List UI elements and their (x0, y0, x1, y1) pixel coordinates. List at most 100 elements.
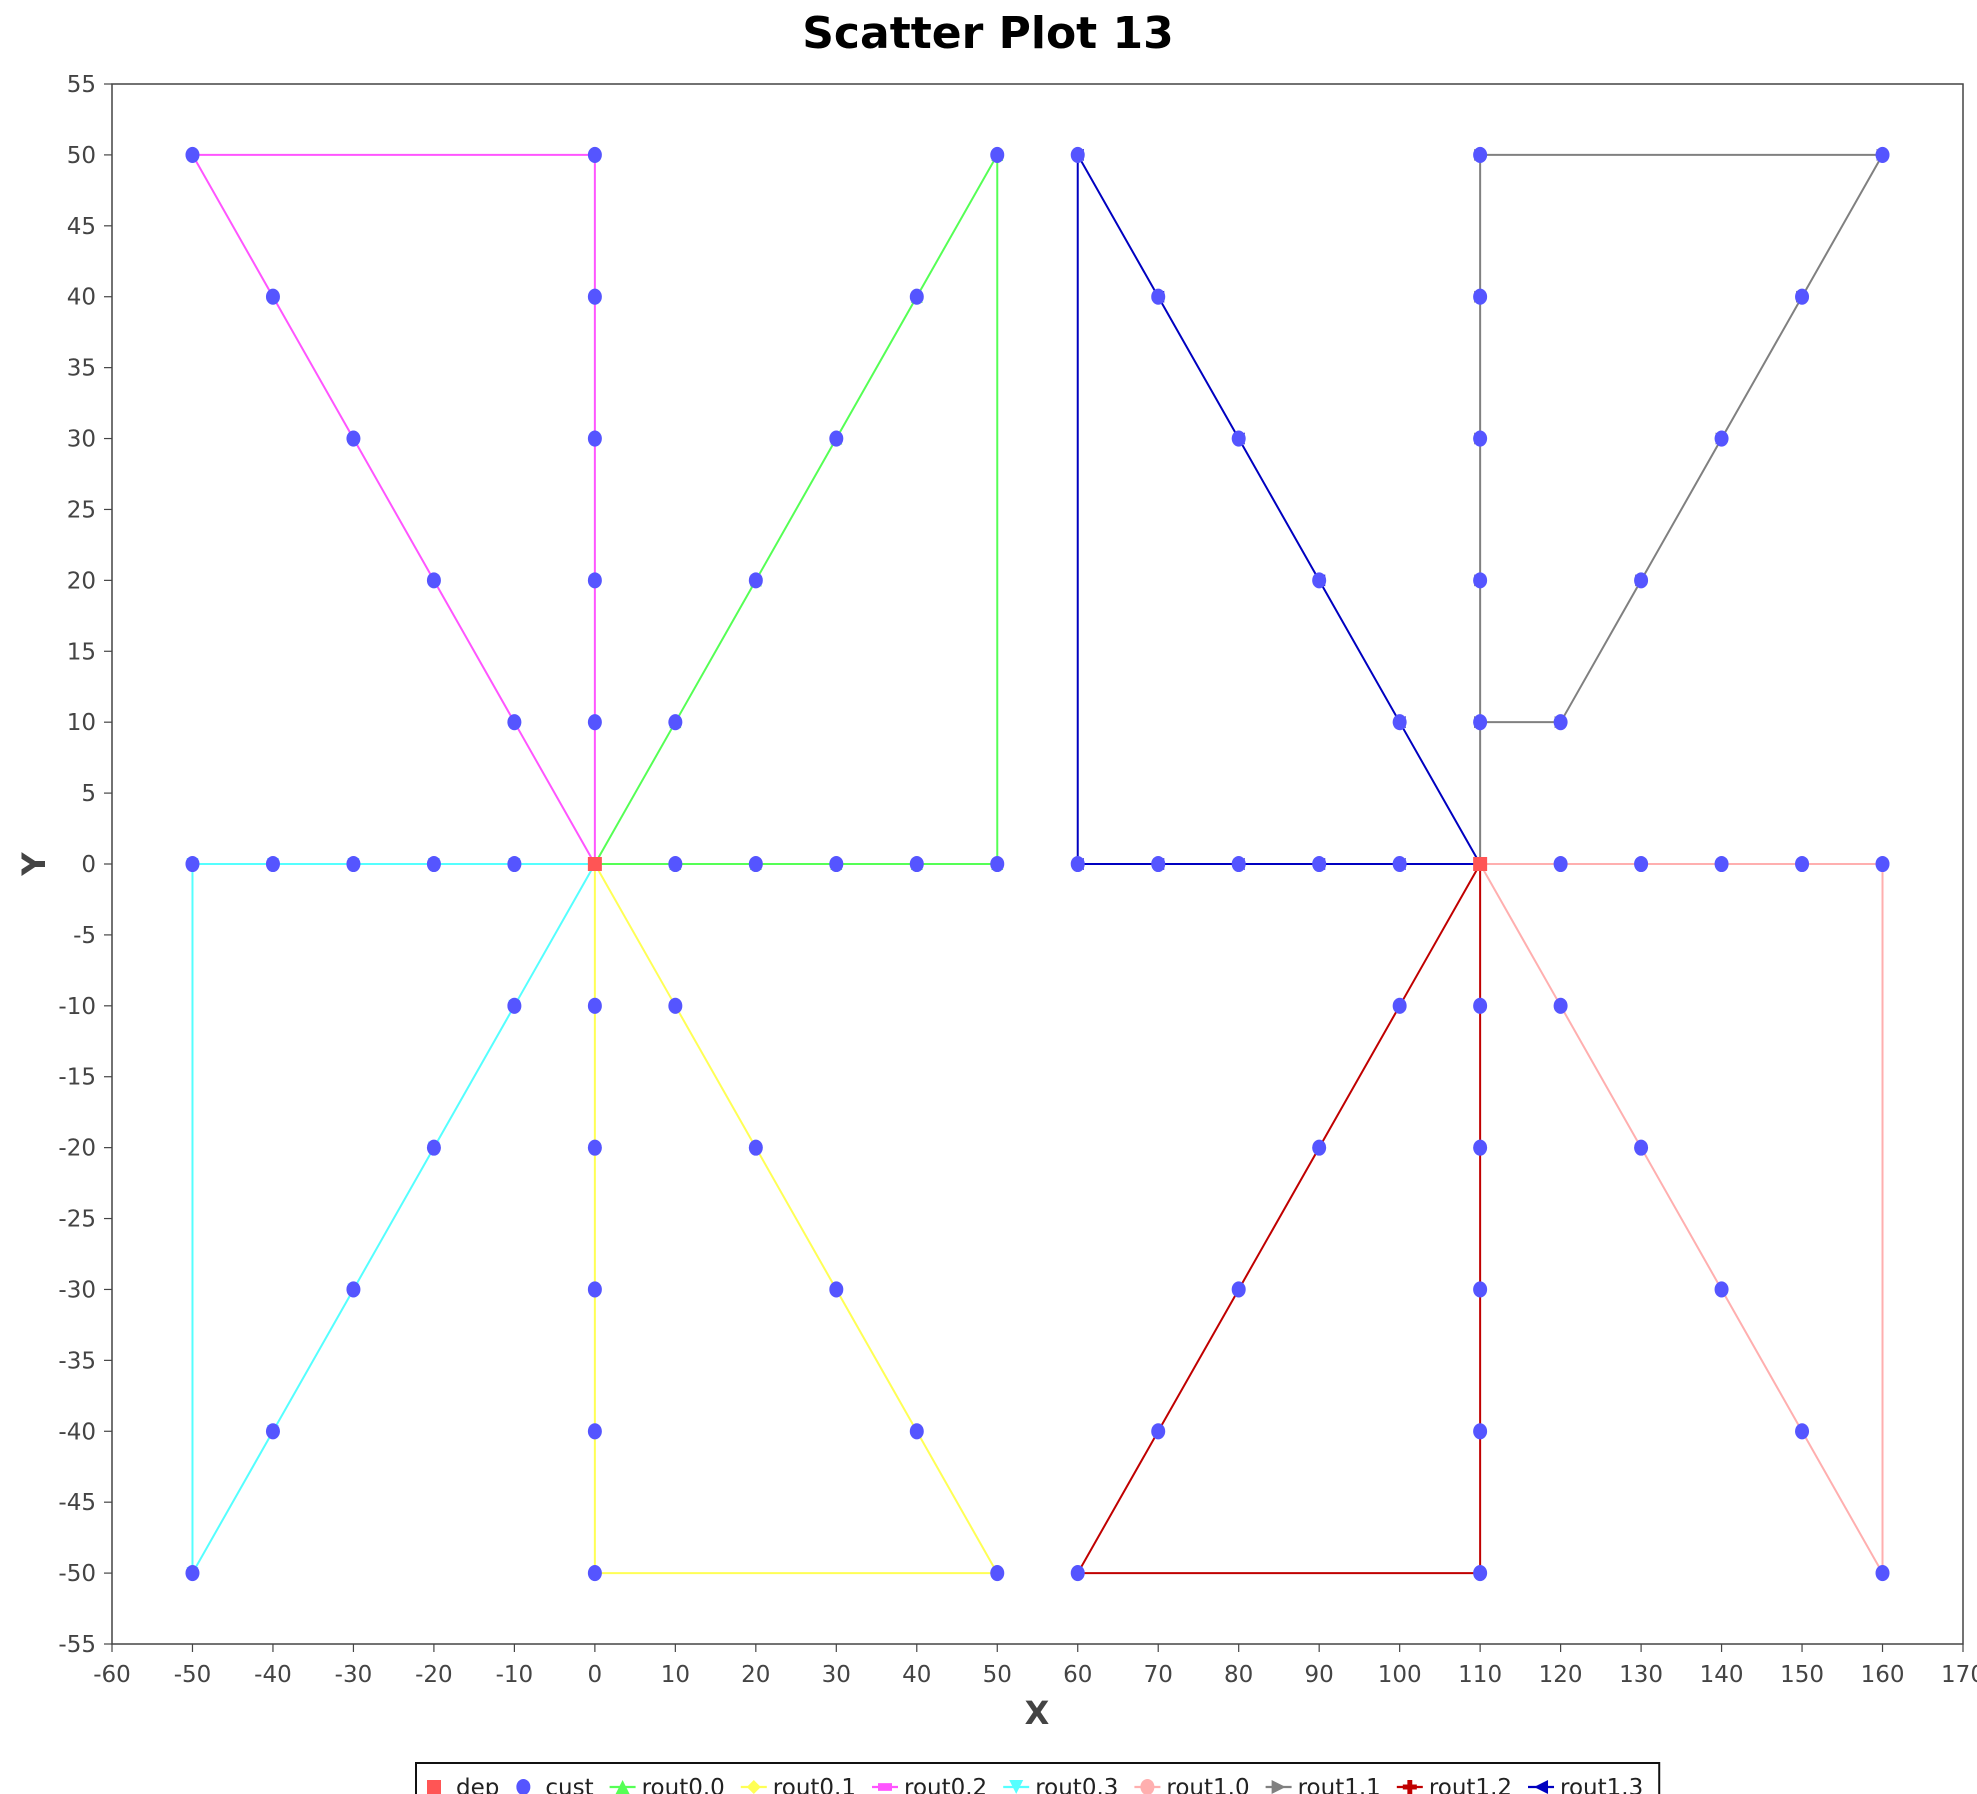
x-tick-label: 150 (1780, 1662, 1824, 1688)
y-tick-label: -25 (58, 1207, 96, 1233)
x-tick-label: 10 (661, 1662, 690, 1688)
legend-items: dep cust rout0.0 rout0.1 rout0.2 rout0.3 rout1… (427, 1775, 1643, 1794)
customer-point (265, 288, 280, 305)
legend-label: rout0.1 (773, 1775, 856, 1794)
customer-point (1151, 1423, 1166, 1440)
customer-point (990, 1565, 1005, 1582)
customer-point (1070, 1565, 1085, 1582)
customer-point (507, 997, 522, 1014)
customer-point (1231, 1281, 1246, 1298)
customer-point (1634, 855, 1649, 873)
y-tick-label: -10 (58, 994, 96, 1020)
customer-point (909, 855, 924, 873)
customer-point (1473, 997, 1488, 1014)
customer-point (587, 1281, 602, 1298)
customer-point (1473, 1139, 1488, 1156)
route-line-rout0-3 (191, 863, 596, 1577)
x-axis-title: X (1025, 1694, 1050, 1732)
legend-label: rout0.3 (1035, 1775, 1118, 1794)
customer-point (507, 714, 522, 731)
x-tick-label: 40 (902, 1662, 931, 1688)
customer-point (587, 430, 602, 447)
y-tick-label: -55 (58, 1632, 96, 1658)
customer-point (1473, 714, 1488, 731)
route-line-rout1-2 (1076, 863, 1482, 1575)
customer-point (426, 855, 441, 873)
x-tick-label: -50 (174, 1662, 212, 1688)
customer-point (1553, 714, 1568, 731)
x-tick-label: -40 (254, 1662, 292, 1688)
route-line-rout0-1 (593, 863, 999, 1575)
legend-swatch (1271, 1780, 1286, 1794)
legend-swatch (746, 1780, 761, 1794)
customer-point (346, 430, 361, 447)
y-tick-label: 20 (67, 568, 96, 594)
route-line-rout0-2 (190, 153, 596, 865)
legend-swatch (615, 1780, 630, 1794)
x-tick-label: 170 (1941, 1662, 1977, 1688)
customer-point (1312, 855, 1327, 873)
series-cust (185, 146, 1890, 1582)
customer-point (1473, 1565, 1488, 1582)
legend-swatch (1140, 1778, 1155, 1794)
x-tick-label: 110 (1458, 1662, 1502, 1688)
customer-point (668, 997, 683, 1014)
y-tick-label: -20 (58, 1136, 96, 1162)
legend-swatch (1009, 1780, 1024, 1794)
legend-label: rout1.0 (1166, 1775, 1249, 1794)
legend-item: cust (516, 1775, 594, 1794)
customer-point (1634, 572, 1649, 589)
x-tick-label: -60 (93, 1662, 131, 1688)
customer-point (587, 714, 602, 731)
legend-item: dep (427, 1775, 499, 1794)
legend-label: rout1.1 (1298, 1775, 1381, 1794)
customer-point (426, 1139, 441, 1156)
customer-point (1231, 855, 1246, 873)
y-tick-label: 45 (67, 214, 96, 240)
customer-point (748, 1139, 763, 1156)
customer-point (587, 288, 602, 305)
legend-swatch (1534, 1780, 1549, 1794)
x-axis: -60 -50 -40 -30 -20 -10 0 10 20 30 40 50 60 70 80 90 100… (93, 1644, 1977, 1688)
legend-item: rout0.1 (740, 1775, 856, 1794)
legend-item: rout1.2 (1396, 1775, 1512, 1794)
customer-point (265, 855, 280, 873)
y-tick-label: 30 (67, 427, 96, 453)
y-tick-label: -35 (58, 1348, 96, 1374)
customer-point (748, 855, 763, 873)
y-tick-label: -40 (58, 1419, 96, 1445)
customer-point (668, 714, 683, 731)
y-tick-label: 50 (67, 143, 96, 169)
y-tick-label: 15 (67, 639, 96, 665)
y-tick-label: 35 (67, 356, 96, 382)
customer-point (1795, 288, 1810, 305)
customer-point (1795, 1423, 1810, 1440)
legend-item: rout0.3 (1003, 1775, 1118, 1794)
customer-point (346, 855, 361, 873)
series-layer (185, 146, 1890, 1582)
customer-point (1392, 997, 1407, 1014)
x-tick-label: 160 (1861, 1662, 1905, 1688)
customer-point (829, 855, 844, 873)
customer-point (1875, 855, 1890, 873)
customer-point (587, 1565, 602, 1582)
legend-swatch (878, 1783, 892, 1791)
customer-point (185, 1565, 200, 1582)
y-tick-label: -5 (73, 923, 96, 949)
customer-point (1553, 997, 1568, 1014)
y-tick-label: 40 (67, 285, 96, 311)
customer-point (1553, 855, 1568, 873)
customer-point (1714, 430, 1729, 447)
customer-point (1714, 1281, 1729, 1298)
legend-item: rout0.2 (872, 1775, 987, 1794)
customer-point (1070, 855, 1085, 873)
legend-label: rout1.3 (1560, 1775, 1643, 1794)
x-tick-label: 100 (1378, 1662, 1422, 1688)
customer-point (185, 855, 200, 873)
y-axis-title: Y (15, 852, 53, 877)
customer-point (829, 430, 844, 447)
chart-title: Scatter Plot 13 (802, 8, 1174, 59)
y-tick-label: 10 (67, 710, 96, 736)
route-line-rout1-3 (1076, 151, 1482, 865)
